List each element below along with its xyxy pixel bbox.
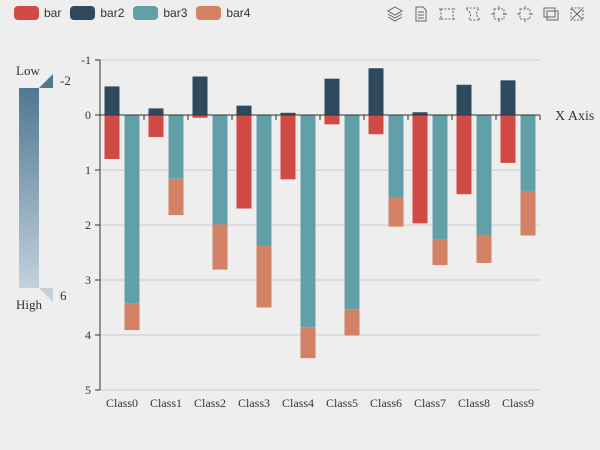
bar-bar4-Class0[interactable] bbox=[124, 303, 140, 331]
bar-bar3-Class7[interactable] bbox=[432, 115, 448, 240]
y-tick-label: 4 bbox=[85, 328, 91, 342]
legend-label: bar4 bbox=[226, 6, 251, 20]
x-tick-label: Class6 bbox=[370, 396, 402, 410]
legend-swatch bbox=[133, 6, 159, 20]
bar-bar3-Class6[interactable] bbox=[388, 115, 404, 198]
legend-swatch bbox=[70, 6, 96, 20]
bar-bar-Class2[interactable] bbox=[192, 115, 208, 118]
bar-bar2-Class0[interactable] bbox=[104, 86, 120, 115]
rect-select-icon[interactable] bbox=[438, 5, 456, 23]
clear-select-icon[interactable] bbox=[516, 5, 534, 23]
bar-bar4-Class4[interactable] bbox=[300, 327, 316, 359]
legend-swatch bbox=[196, 6, 222, 20]
x-tick-label: Class5 bbox=[326, 396, 358, 410]
bar-bar3-Class0[interactable] bbox=[124, 115, 140, 304]
x-tick-label: Class0 bbox=[106, 396, 138, 410]
y-tick-label: 3 bbox=[85, 273, 91, 287]
bar-bar3-Class3[interactable] bbox=[256, 115, 272, 246]
visual-map-high-label: High bbox=[16, 297, 42, 312]
x-axis: X Axis Class0 Class1 Class2 Class3 Class4 Clas… bbox=[99, 109, 594, 410]
legend-label: bar2 bbox=[100, 6, 125, 20]
x-tick-label: Class2 bbox=[194, 396, 226, 410]
legend-item-bar[interactable]: bar bbox=[14, 6, 61, 20]
bar-bar4-Class3[interactable] bbox=[256, 245, 272, 308]
layers-icon[interactable] bbox=[386, 5, 404, 23]
bar-bar-Class0[interactable] bbox=[104, 115, 120, 159]
bar-bar2-Class9[interactable] bbox=[500, 80, 516, 115]
bar-bar2-Class5[interactable] bbox=[324, 78, 340, 115]
y-tick-label: 2 bbox=[85, 218, 91, 232]
bar-bar2-Class1[interactable] bbox=[148, 108, 164, 115]
bar-bar3-Class1[interactable] bbox=[168, 115, 184, 179]
legend-swatch bbox=[14, 6, 39, 20]
x-tick-label: Class3 bbox=[238, 396, 270, 410]
bar-bar3-Class9[interactable] bbox=[520, 115, 536, 191]
bar-bar2-Class2[interactable] bbox=[192, 76, 208, 116]
y-tick-label: 5 bbox=[85, 383, 91, 397]
bar-bar-Class3[interactable] bbox=[236, 115, 252, 209]
bar-bar4-Class1[interactable] bbox=[168, 178, 184, 216]
bars bbox=[104, 68, 536, 359]
x-tick-label: Class9 bbox=[502, 396, 534, 410]
bar-bar3-Class5[interactable] bbox=[344, 115, 360, 310]
bar-bar2-Class7[interactable] bbox=[412, 112, 428, 115]
restore-icon[interactable] bbox=[542, 5, 560, 23]
bar-bar2-Class4[interactable] bbox=[280, 112, 296, 115]
visual-map-top-handle[interactable] bbox=[39, 74, 53, 88]
x-tick-label: Class8 bbox=[458, 396, 490, 410]
bar-bar2-Class6[interactable] bbox=[368, 68, 384, 115]
legend-item-bar2[interactable]: bar2 bbox=[70, 6, 124, 20]
legend-item-bar4[interactable]: bar4 bbox=[196, 6, 250, 20]
bar-bar-Class8[interactable] bbox=[456, 115, 472, 195]
keep-select-icon[interactable] bbox=[490, 5, 508, 23]
legend-item-bar3[interactable]: bar3 bbox=[133, 6, 187, 20]
bar-bar3-Class4[interactable] bbox=[300, 115, 316, 328]
visual-map-low-label: Low bbox=[16, 63, 40, 78]
save-image-icon[interactable] bbox=[568, 5, 586, 23]
bar-bar4-Class6[interactable] bbox=[388, 197, 404, 227]
data-view-icon[interactable] bbox=[412, 5, 430, 23]
visual-map-max-value: 6 bbox=[60, 288, 67, 303]
bar-bar3-Class2[interactable] bbox=[212, 115, 228, 225]
y-tick-label: 1 bbox=[85, 163, 91, 177]
y-tick-label: -1 bbox=[81, 53, 91, 67]
bar-bar-Class4[interactable] bbox=[280, 115, 296, 180]
bar-bar4-Class5[interactable] bbox=[344, 309, 360, 336]
y-axis: -1 0 1 2 3 4 5 bbox=[81, 53, 101, 397]
bar-bar-Class1[interactable] bbox=[148, 115, 164, 137]
legend-label: bar3 bbox=[163, 6, 188, 20]
bar-bar-Class5[interactable] bbox=[324, 115, 340, 125]
bar-bar2-Class8[interactable] bbox=[456, 84, 472, 115]
toolbox bbox=[386, 5, 594, 23]
x-axis-name: X Axis bbox=[555, 109, 594, 124]
y-tick-label: 0 bbox=[85, 108, 91, 122]
bar-bar4-Class9[interactable] bbox=[520, 190, 536, 236]
grid-lines bbox=[100, 59, 540, 391]
x-tick-label: Class1 bbox=[150, 396, 182, 410]
visual-map-gradient-bar[interactable] bbox=[19, 88, 39, 288]
bar-bar3-Class8[interactable] bbox=[476, 115, 492, 235]
x-tick-label: Class7 bbox=[414, 396, 446, 410]
bar-bar-Class6[interactable] bbox=[368, 115, 384, 135]
x-tick-label: Class4 bbox=[282, 396, 314, 410]
legend-label: bar bbox=[44, 6, 62, 20]
visual-map: Low -2 6 High bbox=[0, 0, 90, 330]
bar-bar4-Class8[interactable] bbox=[476, 234, 492, 263]
visual-map-min-value: -2 bbox=[60, 73, 71, 88]
bar-bar4-Class7[interactable] bbox=[432, 239, 448, 266]
bar-bar2-Class3[interactable] bbox=[236, 105, 252, 115]
bar-bar-Class9[interactable] bbox=[500, 115, 516, 163]
legend: bar bar2 bar3 bar4 bbox=[14, 3, 259, 23]
visual-map-bottom-handle[interactable] bbox=[39, 288, 53, 302]
bar-bar-Class7[interactable] bbox=[412, 115, 428, 224]
bar-bar4-Class2[interactable] bbox=[212, 224, 228, 270]
